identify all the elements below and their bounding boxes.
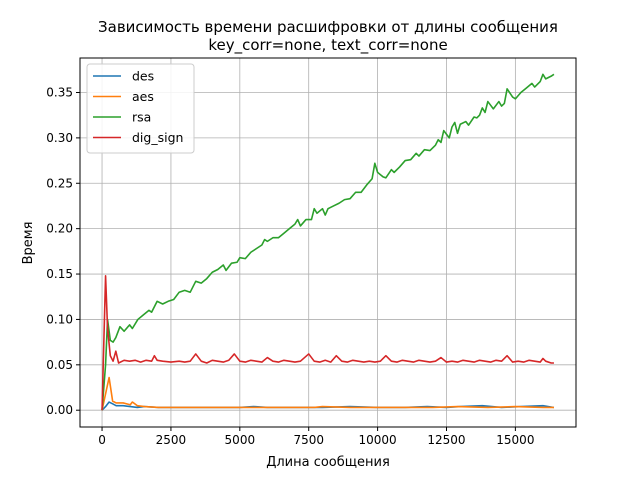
y-tick-label: 0.10 (46, 312, 73, 326)
x-tick-label: 2500 (156, 433, 187, 447)
y-tick-label: 0.05 (46, 358, 73, 372)
y-tick-label: 0.00 (46, 403, 73, 417)
legend-label-rsa: rsa (132, 110, 151, 125)
x-tick-label: 15000 (496, 433, 534, 447)
y-axis-label: Время (21, 222, 36, 265)
grid-layer (80, 58, 576, 427)
y-tick-label: 0.15 (46, 267, 73, 281)
x-tick-label: 0 (98, 433, 106, 447)
y-tick-label: 0.25 (46, 176, 73, 190)
y-tick-label: 0.35 (46, 85, 73, 99)
x-tick-label: 10000 (359, 433, 397, 447)
legend-label-des: des (132, 69, 154, 84)
x-tick-label: 7500 (293, 433, 324, 447)
y-tick-label: 0.20 (46, 222, 73, 236)
series-line-rsa (101, 73, 555, 411)
series-line-dig-sign (101, 275, 554, 411)
chart-subtitle: key_corr=none, text_corr=none (208, 36, 447, 55)
plot-frame (79, 57, 577, 428)
x-tick-label: 5000 (225, 433, 256, 447)
x-axis-label: Длина сообщения (266, 455, 390, 470)
y-tick-label: 0.30 (46, 131, 73, 145)
legend-label-aes: aes (132, 89, 154, 104)
chart-title: Зависимость времени расшифровки от длины… (98, 18, 558, 36)
legend-label-dig-sign: dig_sign (132, 130, 183, 145)
legend-box (86, 63, 195, 154)
legend: des aes rsa dig_sign (86, 63, 195, 154)
y-axis-ticks: 0.00 0.05 0.10 0.15 0.20 0.25 0.30 0.35 (46, 85, 80, 417)
series-layer (101, 73, 555, 411)
series-line-aes (101, 376, 554, 411)
x-axis-ticks: 0 2500 5000 7500 10000 12500 15000 (98, 427, 534, 447)
x-tick-label: 12500 (427, 433, 465, 447)
